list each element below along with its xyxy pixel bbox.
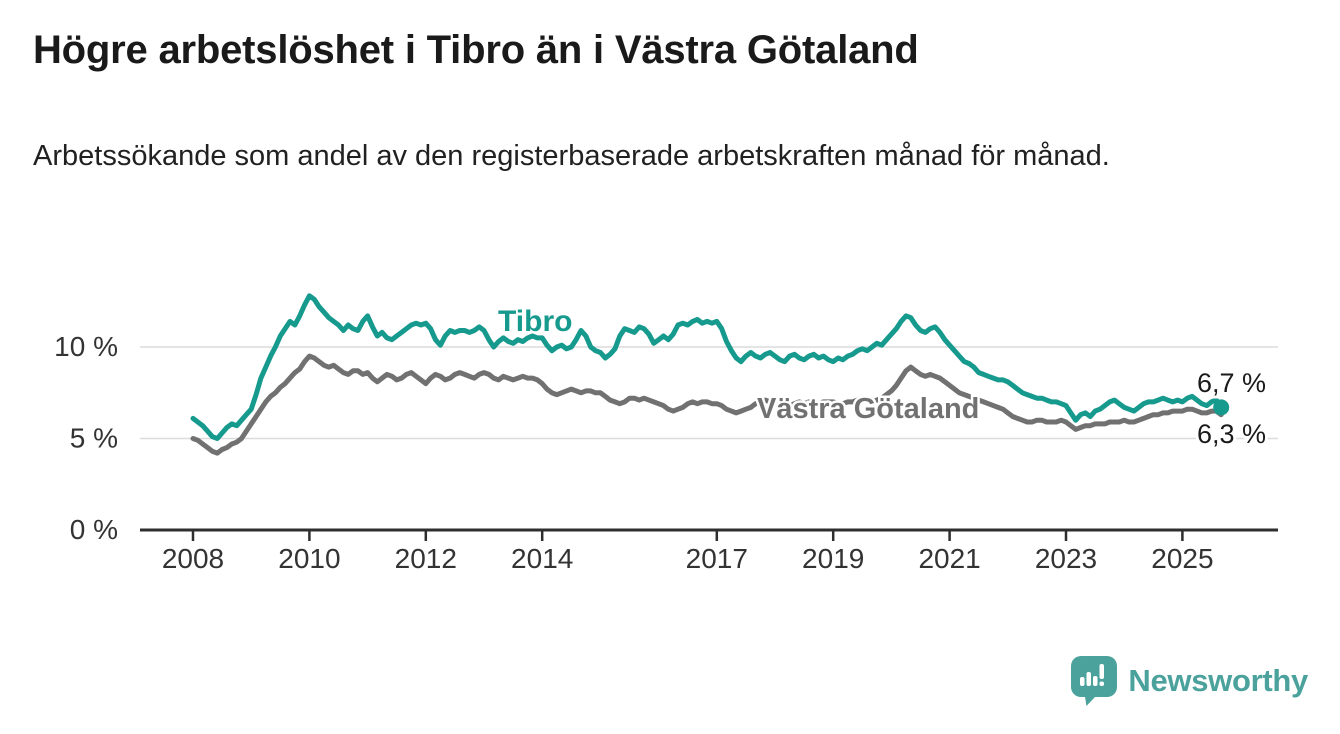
logo-bar-2 xyxy=(1086,672,1092,686)
logo-bar-3 xyxy=(1093,676,1098,686)
x-tick-label-2012: 2012 xyxy=(395,543,457,574)
x-tick-label-2014: 2014 xyxy=(511,543,573,574)
newsworthy-logo: Newsworthy xyxy=(1071,656,1308,706)
logo-bar-1 xyxy=(1080,677,1085,686)
newsworthy-logo-icon xyxy=(1071,656,1118,706)
chart-title: Högre arbetslöshet i Tibro än i Västra G… xyxy=(33,28,919,72)
newsworthy-logo-text: Newsworthy xyxy=(1128,663,1308,698)
x-tick-label-2017: 2017 xyxy=(686,543,748,574)
y-tick-label-10pct: 10 % xyxy=(54,331,118,362)
x-tick-label-2008: 2008 xyxy=(162,543,224,574)
series-line-tibro xyxy=(190,293,1224,441)
logo-exclamation-dot xyxy=(1099,681,1105,686)
x-tick-label-2023: 2023 xyxy=(1035,543,1097,574)
series-end-dot-tibro xyxy=(1213,399,1230,416)
x-tick-label-2010: 2010 xyxy=(278,543,340,574)
series-label-v-stra-g-taland: Västra Götaland xyxy=(757,393,979,425)
x-tick-label-2025: 2025 xyxy=(1151,543,1213,574)
x-tick-label-2021: 2021 xyxy=(918,543,980,574)
end-value-label-v-stra-g-taland: 6,3 % xyxy=(1197,419,1266,449)
logo-exclamation-bar xyxy=(1099,664,1105,679)
series-line-v-stra-g-taland xyxy=(190,353,1224,456)
y-tick-label-0pct: 0 % xyxy=(70,514,118,545)
chart-subtitle: Arbetssökande som andel av den registerb… xyxy=(33,140,1110,172)
end-value-label-tibro: 6,7 % xyxy=(1197,368,1266,398)
y-tick-label-5pct: 5 % xyxy=(70,423,118,454)
x-tick-label-2019: 2019 xyxy=(802,543,864,574)
series-label-tibro: Tibro xyxy=(498,305,572,338)
